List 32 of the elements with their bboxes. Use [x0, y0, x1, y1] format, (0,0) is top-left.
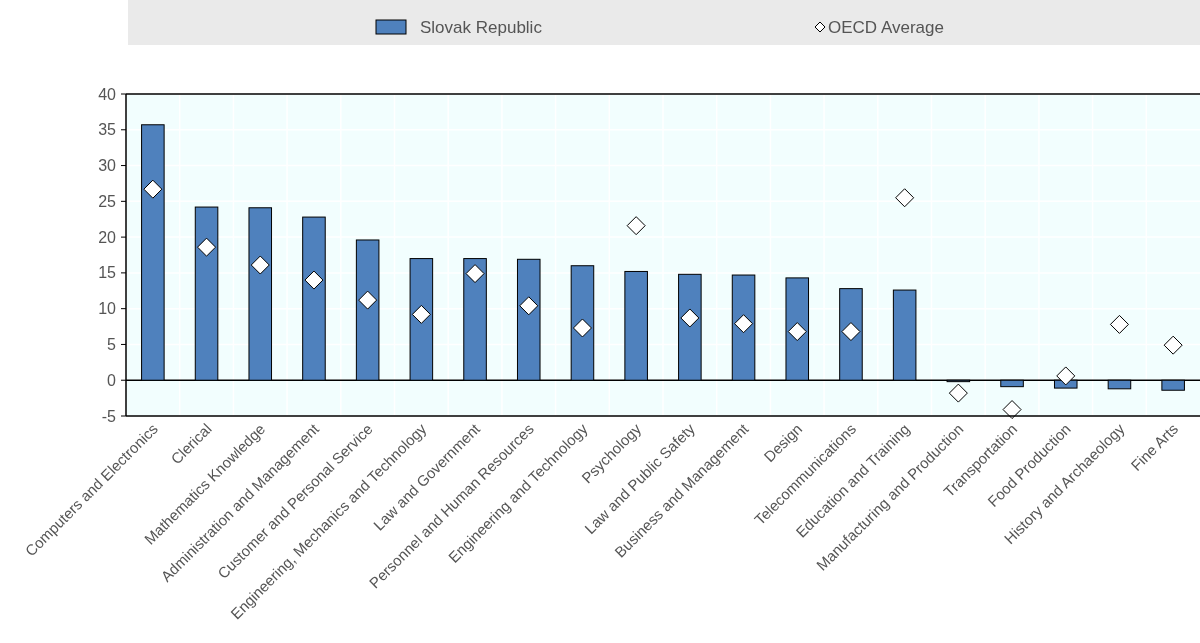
- point: [1109, 314, 1129, 334]
- x-tick-label: Fine Arts: [1127, 420, 1182, 474]
- point: [197, 237, 217, 257]
- point: [734, 314, 754, 334]
- point: [519, 296, 539, 316]
- legend-label: OECD Average: [828, 18, 944, 37]
- y-tick-label: 40: [98, 85, 117, 103]
- point: [250, 255, 270, 275]
- point: [787, 322, 807, 342]
- y-tick-label: -5: [101, 407, 117, 425]
- point: [626, 216, 646, 236]
- point: [1002, 400, 1022, 420]
- y-tick-label: 35: [98, 121, 117, 139]
- y-tick-label: 5: [107, 336, 117, 354]
- y-tick-label: 0: [107, 371, 117, 389]
- point: [304, 270, 324, 290]
- point: [572, 318, 592, 338]
- point: [358, 290, 378, 310]
- point: [465, 264, 485, 284]
- y-tick-label: 20: [98, 228, 117, 246]
- point: [895, 188, 915, 208]
- y-tick-label: 15: [98, 264, 117, 282]
- y-tick-label: 10: [98, 300, 117, 318]
- point: [411, 304, 431, 324]
- point: [1056, 366, 1076, 386]
- y-tick-label: 25: [98, 192, 117, 210]
- point: [1163, 335, 1183, 355]
- point: [143, 179, 163, 199]
- point: [948, 383, 968, 403]
- point: [680, 308, 700, 328]
- y-tick-label: 30: [98, 157, 117, 175]
- legend-label: Slovak Republic: [420, 18, 543, 37]
